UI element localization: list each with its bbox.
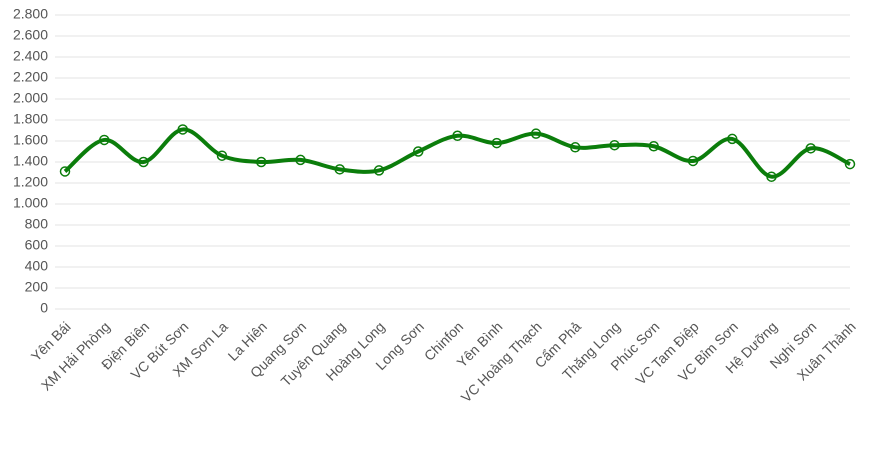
data-point <box>570 142 581 153</box>
data-line <box>63 127 851 179</box>
y-tick-label: 2.400 <box>13 48 48 64</box>
data-point <box>491 137 502 149</box>
data-point <box>687 155 699 167</box>
data-point <box>59 166 71 177</box>
data-point <box>256 156 267 168</box>
data-point <box>216 150 228 161</box>
data-point <box>844 158 856 170</box>
y-tick-label: 1.600 <box>13 132 48 148</box>
data-point <box>177 124 188 135</box>
y-tick-label: 1.400 <box>13 153 48 169</box>
y-tick-label: 1.800 <box>13 111 48 127</box>
data-point <box>766 171 777 182</box>
y-tick-label: 0 <box>40 300 48 316</box>
data-point <box>805 143 816 154</box>
y-tick-label: 200 <box>25 279 49 295</box>
data-point <box>452 130 463 141</box>
data-point <box>373 165 385 176</box>
data-point <box>138 156 149 168</box>
y-tick-label: 1.000 <box>13 195 48 211</box>
data-point <box>334 164 345 175</box>
data-point <box>727 133 738 145</box>
data-point <box>609 139 620 151</box>
y-tick-label: 2.000 <box>13 90 48 106</box>
data-point <box>295 154 306 166</box>
data-point <box>530 128 542 139</box>
data-point <box>99 134 110 146</box>
y-tick-label: 2.800 <box>13 6 48 22</box>
x-tick-label: XM Hải Phòng <box>38 318 113 393</box>
y-tick-label: 2.200 <box>13 69 48 85</box>
y-tick-label: 600 <box>25 237 49 253</box>
y-tick-label: 1.200 <box>13 174 48 190</box>
y-tick-label: 2.600 <box>13 27 48 43</box>
data-point <box>413 146 424 157</box>
y-tick-label: 800 <box>25 216 49 232</box>
data-point <box>648 141 659 152</box>
y-tick-label: 400 <box>25 258 49 274</box>
